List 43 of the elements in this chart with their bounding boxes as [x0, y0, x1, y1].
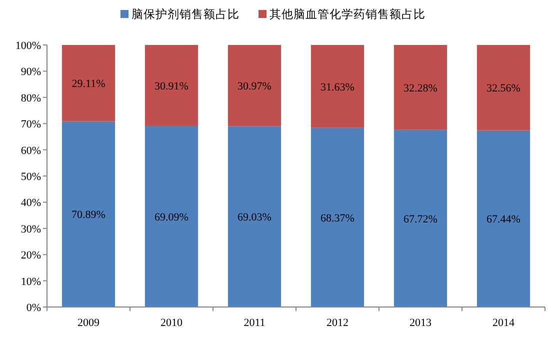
- bar: [310, 45, 364, 128]
- y-tick-label: 50%: [20, 171, 41, 183]
- x-tick-label: 2012: [326, 317, 348, 329]
- bar: [476, 45, 530, 130]
- bar: [310, 128, 364, 307]
- x-tick-label: 2010: [160, 317, 183, 329]
- bar: [394, 45, 448, 130]
- bar: [62, 121, 116, 307]
- y-tick-label: 70%: [20, 118, 41, 131]
- y-tick-label: 0%: [26, 302, 41, 314]
- y-tick-label: 60%: [20, 144, 41, 157]
- data-label: 69.03%: [238, 212, 272, 224]
- x-tick-label: 2013: [410, 317, 432, 329]
- y-tick-label: 40%: [20, 197, 41, 210]
- bar: [228, 126, 282, 307]
- y-tick-label: 100%: [15, 40, 41, 52]
- data-label: 29.11%: [72, 78, 106, 90]
- bar: [144, 126, 198, 307]
- y-tick-label: 90%: [20, 66, 41, 78]
- data-label: 31.63%: [320, 81, 354, 94]
- bar: [394, 130, 448, 307]
- x-tick-label: 2011: [244, 317, 266, 329]
- x-tick-label: 2014: [492, 317, 515, 329]
- bar: [62, 45, 116, 122]
- data-label: 32.28%: [404, 82, 438, 94]
- x-tick-label: 2009: [78, 317, 100, 329]
- bar: [144, 45, 198, 126]
- y-tick-label: 80%: [20, 92, 41, 104]
- data-label: 69.09%: [154, 211, 188, 224]
- y-tick-label: 20%: [20, 250, 41, 262]
- y-tick-label: 10%: [20, 276, 41, 288]
- data-label: 67.44%: [486, 214, 520, 226]
- data-label: 32.56%: [486, 82, 520, 95]
- data-label: 30.97%: [238, 80, 272, 93]
- data-label: 30.91%: [154, 80, 188, 92]
- bar: [476, 130, 530, 307]
- data-label: 70.89%: [72, 209, 106, 222]
- legend-label: 脑保护剂销售额占比: [132, 7, 240, 21]
- y-tick-label: 30%: [20, 223, 41, 236]
- data-label: 68.37%: [320, 212, 354, 224]
- data-label: 67.72%: [404, 213, 438, 226]
- bar: [228, 45, 282, 126]
- legend-label: 其他脑血管化学药销售额占比: [270, 7, 426, 21]
